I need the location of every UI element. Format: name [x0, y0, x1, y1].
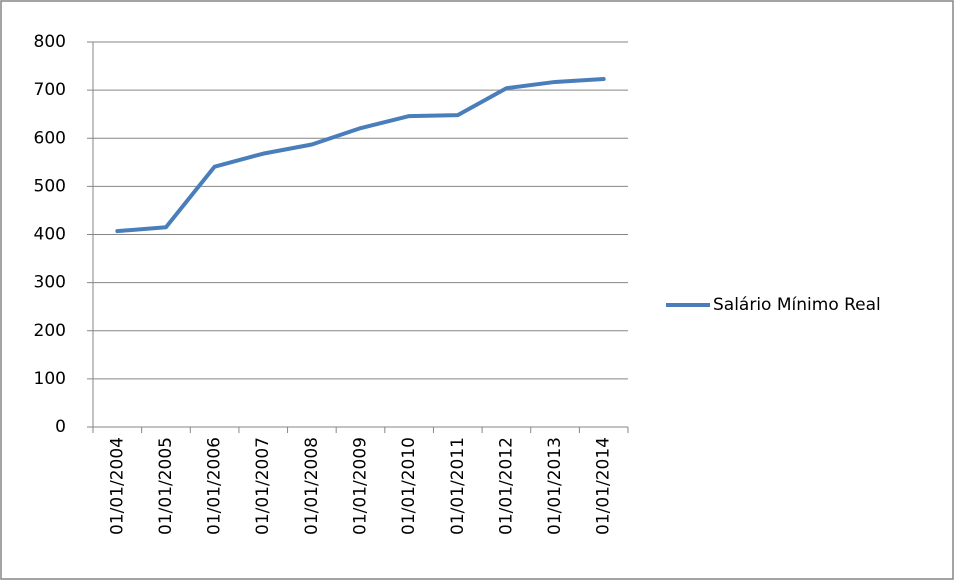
x-tick-label: 01/01/2008	[302, 437, 322, 535]
y-tick-label: 800	[34, 32, 66, 52]
y-tick-label: 700	[34, 80, 66, 100]
x-tick-label: 01/01/2014	[594, 437, 614, 535]
x-tick-label: 01/01/2004	[107, 437, 127, 535]
x-tick-label: 01/01/2010	[399, 437, 419, 535]
x-tick-label: 01/01/2005	[156, 437, 176, 535]
x-tick-label: 01/01/2007	[253, 437, 273, 535]
x-tick-label: 01/01/2011	[448, 437, 468, 535]
y-tick-label: 600	[34, 128, 66, 148]
y-tick-label: 500	[34, 176, 66, 196]
x-tick-label: 01/01/2013	[545, 437, 565, 535]
x-tick-label: 01/01/2006	[205, 437, 225, 535]
y-tick-label: 100	[34, 369, 66, 389]
y-tick-label: 200	[34, 321, 66, 341]
y-tick-label: 300	[34, 273, 66, 293]
y-tick-label: 400	[34, 225, 66, 245]
legend-label: Salário Mínimo Real	[713, 295, 881, 315]
data-line	[115, 77, 606, 234]
y-tick-label: 0	[55, 417, 66, 437]
x-tick-label: 01/01/2012	[496, 437, 516, 535]
x-tick-label: 01/01/2009	[351, 437, 371, 535]
